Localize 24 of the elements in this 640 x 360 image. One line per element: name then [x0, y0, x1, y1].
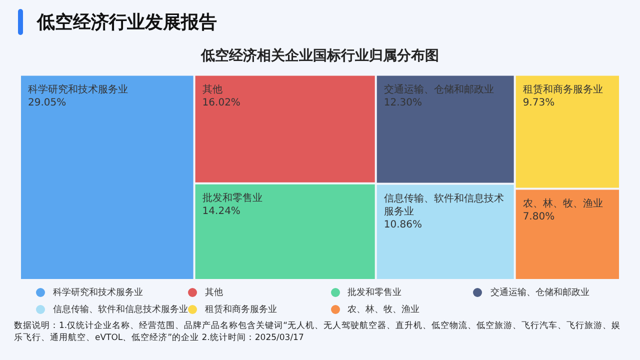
text: 低空经济行业发展报告	[37, 11, 217, 34]
category-label: 批发和零售业	[348, 288, 402, 298]
category-label: 其他	[205, 288, 223, 298]
category-label: 信息传输、软件和信息技术服务业	[53, 304, 188, 316]
text: 低空经济相关企业国标行业归属分布图	[200, 47, 439, 64]
category-label: 科学研究和技术服务业	[28, 83, 128, 96]
data-label: 14.24%	[202, 206, 240, 218]
category-label: 农、林、牧、渔业	[522, 197, 603, 210]
text: 数据说明：1.仅统计企业名称、经营范围、品牌产品名称包含关键词“无人机、无人驾驶航空器、直升机、低空物流、低空旅游、飞行汽车、飞行旅游、娱乐飞行、通用航空、eVTOL、低空经济”的企业 2.统计时间：2025/03/17	[14, 320, 622, 344]
data-label: 12.30%	[384, 97, 422, 108]
data-label: 9.73%	[522, 97, 555, 108]
data-label: 16.02%	[202, 97, 240, 108]
data-label: 10.86%	[384, 219, 422, 230]
data-label: 7.80%	[522, 211, 555, 222]
category-label: 租赁和商务服务业	[522, 83, 603, 96]
category-label: 交通运输、仓储和邮政业	[490, 288, 590, 298]
category-label: 其他	[202, 83, 222, 96]
data-label: 29.05%	[28, 97, 66, 108]
category-label: 农、林、牧、渔业	[348, 305, 420, 315]
category-label: 租赁和商务服务业	[205, 305, 277, 315]
category-label: 信息传输、软件和信息技术服务业	[384, 193, 504, 218]
category-label: 交通运输、仓储和邮政业	[384, 83, 494, 96]
category-label: 批发和零售业	[202, 192, 262, 204]
category-label: 科学研究和技术服务业	[53, 288, 143, 298]
